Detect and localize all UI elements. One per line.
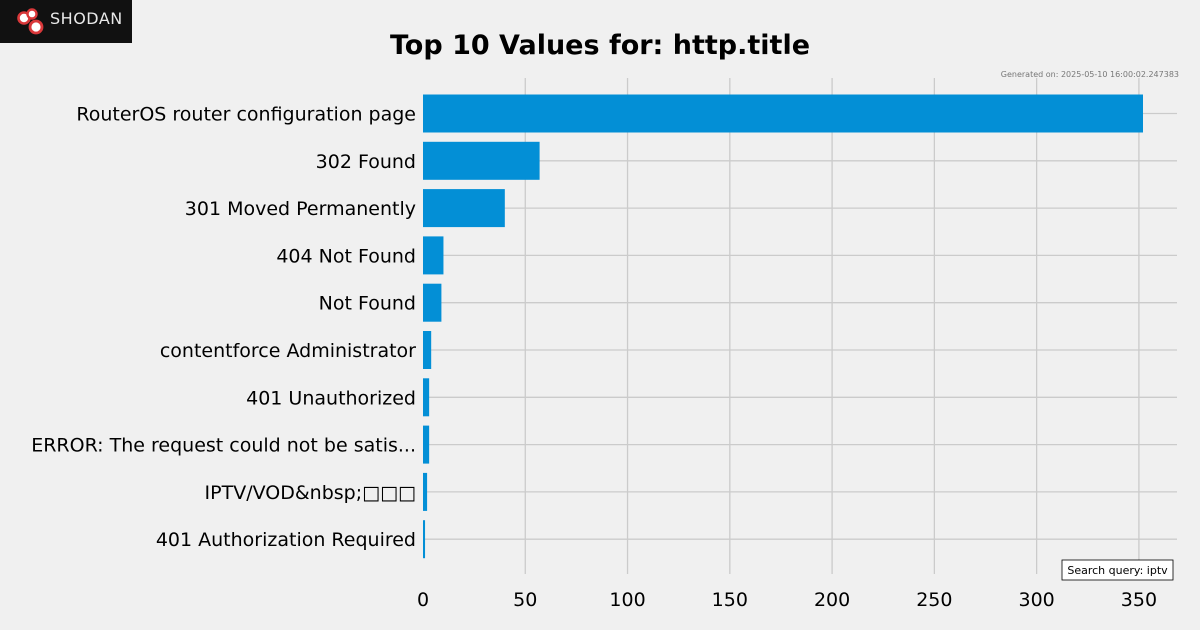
category-label: contentforce Administrator xyxy=(160,340,416,362)
category-label: IPTV/VOD&nbsp;□□□ xyxy=(205,482,416,504)
bar xyxy=(423,331,432,369)
category-label: 301 Moved Permanently xyxy=(185,198,416,220)
category-label: 401 Authorization Required xyxy=(156,529,416,551)
bar xyxy=(423,472,428,511)
bar xyxy=(423,141,540,180)
x-tick-labels: 0 50 100 150 200 250 300 350 xyxy=(417,589,1157,611)
search-query-label: Search query: iptv xyxy=(1067,564,1168,577)
x-tick-label: 250 xyxy=(916,589,952,611)
x-tick-label: 100 xyxy=(609,589,645,611)
chart-title: Top 10 Values for: http.title xyxy=(390,30,810,61)
bar xyxy=(423,378,430,417)
bar xyxy=(423,283,442,322)
x-tick-label: 0 xyxy=(417,589,429,611)
brand-name: SHODAN xyxy=(50,9,123,28)
bar xyxy=(423,520,426,559)
category-label: 404 Not Found xyxy=(276,245,416,267)
x-tick-label: 200 xyxy=(814,589,850,611)
x-tick-label: 150 xyxy=(712,589,748,611)
search-query-box: Search query: iptv xyxy=(1061,559,1174,581)
shodan-logo[interactable]: SHODAN xyxy=(0,0,132,43)
bar xyxy=(423,94,1143,133)
generated-timestamp: Generated on: 2025-05-10 16:00:02.247383 xyxy=(1001,70,1179,79)
bar xyxy=(423,236,444,275)
category-label: Not Found xyxy=(319,293,416,315)
shodan-logo-icon xyxy=(17,8,44,35)
category-labels: RouterOS router configuration page 302 Fo… xyxy=(31,104,416,552)
x-tick-label: 50 xyxy=(513,589,537,611)
bar xyxy=(423,425,430,464)
category-label: 401 Unauthorized xyxy=(246,387,416,409)
category-label: 302 Found xyxy=(316,151,416,173)
category-label: ERROR: The request could not be satis... xyxy=(31,435,416,457)
bar xyxy=(423,189,505,228)
category-label: RouterOS router configuration page xyxy=(76,104,416,126)
x-tick-label: 300 xyxy=(1019,589,1055,611)
x-tick-label: 350 xyxy=(1121,589,1157,611)
bars xyxy=(423,94,1143,559)
